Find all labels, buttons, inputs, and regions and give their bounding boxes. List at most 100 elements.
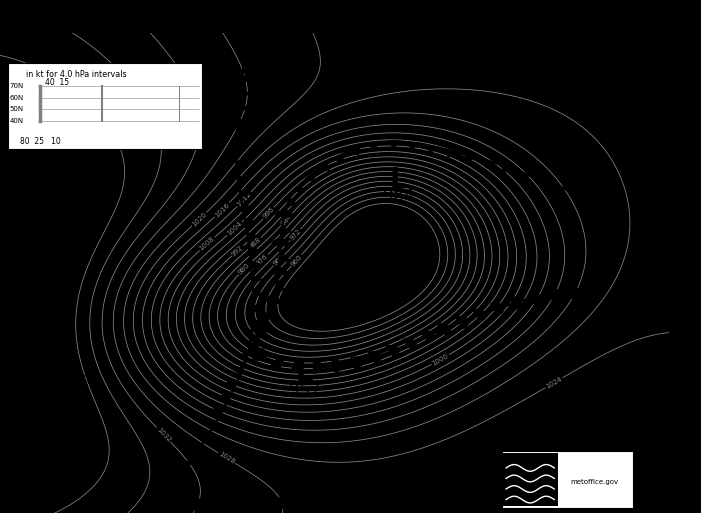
- Bar: [502, 450, 632, 508]
- Polygon shape: [247, 233, 257, 240]
- Polygon shape: [368, 143, 379, 150]
- Text: 972: 972: [289, 228, 302, 242]
- Polygon shape: [275, 498, 285, 510]
- Text: 1004: 1004: [226, 221, 243, 237]
- Polygon shape: [292, 359, 302, 371]
- Polygon shape: [455, 317, 468, 328]
- Polygon shape: [484, 160, 494, 167]
- Polygon shape: [279, 256, 289, 263]
- Polygon shape: [447, 150, 456, 157]
- Polygon shape: [269, 357, 283, 368]
- Polygon shape: [389, 475, 401, 487]
- Polygon shape: [351, 485, 363, 497]
- Polygon shape: [251, 340, 261, 347]
- Polygon shape: [238, 353, 248, 361]
- Polygon shape: [237, 118, 247, 126]
- Polygon shape: [252, 276, 261, 283]
- Text: 968: 968: [272, 253, 286, 267]
- Polygon shape: [272, 239, 290, 246]
- Text: in kt for 4.0 hPa intervals: in kt for 4.0 hPa intervals: [26, 70, 126, 80]
- Polygon shape: [294, 185, 305, 192]
- Polygon shape: [181, 461, 191, 467]
- Polygon shape: [252, 349, 266, 360]
- Text: H: H: [55, 154, 79, 182]
- Text: H: H: [55, 353, 79, 381]
- Text: L: L: [407, 230, 424, 259]
- Polygon shape: [538, 178, 547, 186]
- Text: L: L: [296, 360, 313, 388]
- Polygon shape: [294, 496, 305, 508]
- Polygon shape: [529, 292, 540, 304]
- Polygon shape: [281, 227, 291, 234]
- Polygon shape: [570, 287, 580, 299]
- Polygon shape: [465, 155, 475, 163]
- Polygon shape: [437, 324, 451, 336]
- Polygon shape: [320, 164, 329, 171]
- Text: 1028: 1028: [46, 175, 88, 193]
- Polygon shape: [313, 492, 325, 505]
- Text: 1020: 1020: [191, 211, 207, 228]
- Polygon shape: [242, 75, 252, 83]
- Polygon shape: [238, 175, 247, 183]
- Polygon shape: [444, 458, 456, 469]
- Polygon shape: [205, 422, 216, 428]
- Text: 1036: 1036: [46, 374, 88, 392]
- Polygon shape: [270, 268, 287, 274]
- Polygon shape: [403, 339, 416, 350]
- Polygon shape: [428, 146, 437, 153]
- Text: 1016: 1016: [213, 202, 231, 219]
- Text: 1028: 1028: [217, 451, 236, 465]
- Text: 988: 988: [248, 236, 262, 250]
- Text: 1000: 1000: [431, 352, 450, 367]
- Polygon shape: [407, 470, 419, 482]
- Polygon shape: [333, 489, 343, 501]
- Text: 1014: 1014: [447, 464, 490, 482]
- Text: L: L: [390, 166, 407, 193]
- Polygon shape: [216, 500, 224, 512]
- Text: 1(: 1(: [644, 70, 661, 88]
- Polygon shape: [240, 190, 250, 198]
- Polygon shape: [503, 166, 512, 173]
- Bar: [503, 453, 558, 506]
- Polygon shape: [189, 448, 200, 455]
- Polygon shape: [250, 333, 260, 341]
- Polygon shape: [242, 204, 252, 211]
- Text: 976: 976: [255, 253, 269, 267]
- Polygon shape: [388, 141, 398, 148]
- Polygon shape: [313, 361, 322, 373]
- Polygon shape: [236, 132, 246, 140]
- Text: 60N: 60N: [9, 94, 24, 101]
- Polygon shape: [480, 446, 493, 458]
- Polygon shape: [591, 200, 600, 207]
- Polygon shape: [251, 262, 261, 269]
- Polygon shape: [243, 61, 253, 68]
- Polygon shape: [408, 143, 418, 150]
- Text: metoffice.gov: metoffice.gov: [571, 479, 619, 485]
- Polygon shape: [369, 352, 381, 364]
- Polygon shape: [236, 500, 245, 512]
- Text: 992: 992: [231, 244, 245, 258]
- Text: H: H: [457, 442, 480, 470]
- Polygon shape: [334, 154, 344, 162]
- Text: 957: 957: [289, 382, 320, 400]
- Text: 984: 984: [280, 212, 294, 226]
- Polygon shape: [240, 90, 250, 97]
- Polygon shape: [590, 288, 600, 300]
- Polygon shape: [265, 312, 275, 320]
- Polygon shape: [386, 346, 399, 358]
- Polygon shape: [238, 104, 248, 111]
- Polygon shape: [426, 464, 437, 476]
- Polygon shape: [556, 185, 565, 193]
- Polygon shape: [249, 247, 259, 254]
- Polygon shape: [351, 357, 362, 369]
- Polygon shape: [213, 408, 224, 415]
- Polygon shape: [236, 147, 245, 154]
- Text: 50N: 50N: [9, 106, 24, 112]
- Polygon shape: [253, 305, 262, 312]
- Polygon shape: [236, 161, 246, 169]
- Text: 1028: 1028: [580, 496, 598, 503]
- Polygon shape: [550, 288, 560, 301]
- Polygon shape: [350, 147, 360, 155]
- Polygon shape: [255, 499, 265, 511]
- Polygon shape: [172, 474, 184, 481]
